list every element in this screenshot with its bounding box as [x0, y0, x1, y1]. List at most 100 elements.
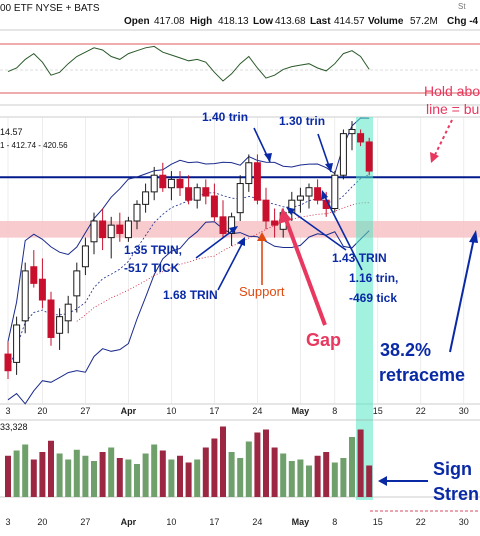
candle — [21, 262, 29, 334]
volume-bar — [237, 458, 244, 497]
x-tick-label: 10 — [166, 406, 176, 416]
candle — [73, 262, 81, 313]
annotation-hold-1: Hold above — [424, 83, 480, 99]
x-tick-label: 27 — [80, 406, 90, 416]
candle — [107, 216, 115, 259]
volume-bar — [280, 453, 287, 497]
arrow-retrace — [449, 237, 475, 353]
annotation-tick-469: -469 tick — [349, 291, 397, 305]
candle — [348, 121, 356, 151]
volume-bar — [99, 452, 106, 497]
volume-bar — [151, 444, 158, 497]
candle — [288, 191, 296, 221]
arrow-trin-143 — [289, 209, 347, 251]
annotation-trin-130: 1.30 trin — [279, 114, 325, 128]
arrow-trin-135 — [195, 227, 237, 259]
bollinger-lower — [7, 221, 370, 405]
volume-bar — [288, 461, 295, 497]
annotation-trin-116: 1.16 trin, — [349, 271, 398, 285]
candle — [142, 183, 150, 213]
moving-average — [76, 202, 370, 322]
x-tick-label: 8 — [332, 406, 337, 416]
volume-bar — [73, 449, 80, 497]
support-band — [0, 220, 480, 238]
volume-bar — [82, 455, 89, 497]
annotation-gap: Gap — [306, 330, 341, 350]
candle — [236, 175, 244, 221]
volume-bar — [13, 450, 20, 497]
annotations: 1.40 trin 1.30 trin 1.35 TRIN, -517 TICK… — [124, 83, 480, 504]
candle — [185, 175, 193, 205]
low-label: Low — [253, 16, 273, 27]
x-tick-label: 20 — [37, 406, 47, 416]
volume-bars — [5, 426, 373, 497]
last-price-box: 14.57 — [0, 127, 23, 137]
rsi-line — [7, 45, 370, 82]
volume-bar — [48, 440, 54, 497]
candle — [150, 166, 158, 201]
volume-bar — [220, 426, 226, 497]
volume-value: 57.2M — [410, 16, 438, 27]
volume-bar — [56, 453, 63, 497]
x-tick-label: Apr — [121, 406, 137, 416]
candle — [81, 237, 89, 276]
volume-bar — [116, 458, 123, 497]
arrow-trin-116 — [323, 194, 363, 271]
x-tick-label: 17 — [209, 406, 219, 416]
annotation-trin-168: 1.68 TRIN — [163, 288, 218, 302]
annotation-support: Support — [239, 284, 285, 299]
volume-bar — [91, 461, 97, 497]
x-tick-label: 22 — [416, 406, 426, 416]
volume-bar — [30, 459, 37, 497]
x-tick-label: 24 — [252, 517, 262, 527]
annotation-retrace-2: retraceme — [379, 365, 465, 385]
volume-box: 33,328 — [0, 422, 28, 432]
candle — [176, 171, 184, 197]
open-label: Open — [124, 16, 150, 27]
volume-bar — [263, 429, 269, 497]
volume-bar — [125, 459, 132, 497]
header-band — [0, 0, 480, 26]
volume-bar — [297, 459, 304, 497]
candle — [167, 171, 175, 201]
volume-bar — [331, 462, 338, 497]
annotation-trin-135: 1.35 TRIN, — [124, 243, 182, 257]
volume-bar — [357, 429, 364, 497]
change-label: Chg -4 — [447, 16, 479, 27]
volume-bar — [142, 453, 149, 497]
volume-bar — [254, 432, 261, 497]
x-tick-label: 30 — [459, 517, 469, 527]
candles — [4, 121, 373, 380]
annotation-sign-2: Stren — [433, 484, 479, 504]
volume-bar — [202, 447, 209, 497]
x-tick-label: 3 — [5, 517, 10, 527]
annotation-tick-517: -517 TICK — [124, 261, 180, 275]
candle — [133, 200, 141, 230]
symbol-line: 00 ETF NYSE + BATS — [0, 3, 100, 14]
bollinger-values: 1 - 412.74 - 420.56 — [0, 141, 68, 150]
x-axis-labels-bottom: 3 20 27 Apr 10 17 24 May 8 15 22 30 — [5, 517, 468, 527]
candle — [159, 162, 167, 192]
highlight-column — [356, 117, 373, 500]
candle — [305, 183, 313, 209]
volume-bar — [168, 459, 175, 497]
volume-label: Volume — [368, 16, 404, 27]
high-value: 418.13 — [218, 16, 249, 27]
annotation-sign-1: Sign — [433, 459, 472, 479]
last-value: 414.57 — [334, 16, 365, 27]
candle — [357, 129, 365, 147]
x-tick-label: 17 — [209, 517, 219, 527]
low-value: 413.68 — [275, 16, 306, 27]
candle — [253, 154, 261, 205]
candle — [116, 212, 124, 242]
x-tick-label: 10 — [166, 517, 176, 527]
volume-bar — [22, 444, 29, 497]
candle — [47, 291, 55, 346]
volume-bar — [211, 438, 218, 497]
candle — [271, 208, 279, 238]
candle — [124, 216, 132, 242]
volume-bar — [323, 452, 330, 497]
candle — [30, 250, 38, 288]
candle — [56, 308, 64, 350]
x-tick-label: 24 — [252, 406, 262, 416]
